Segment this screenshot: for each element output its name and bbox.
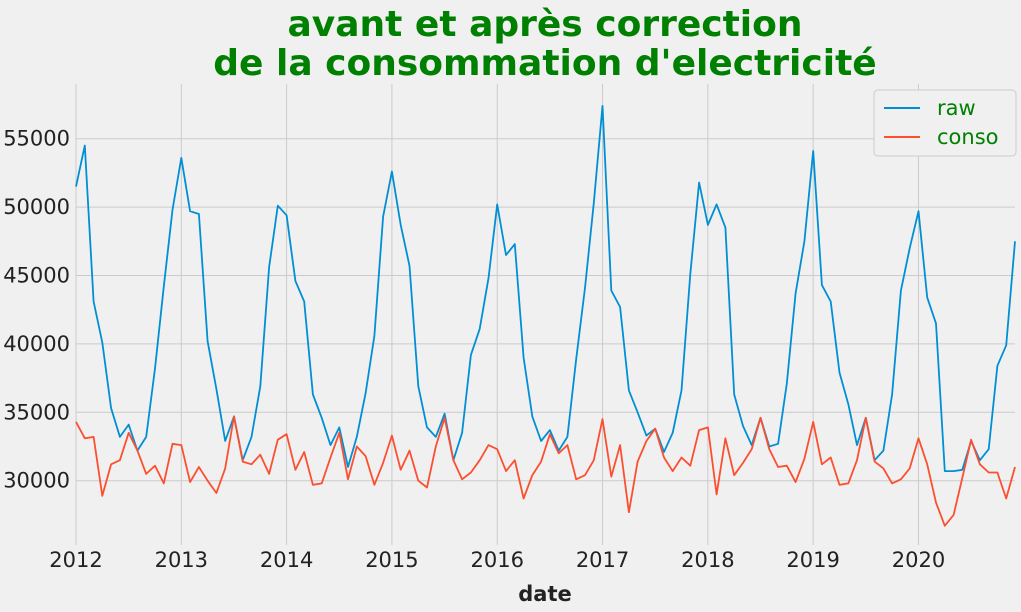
x-tick-label: 2017 (576, 548, 629, 572)
y-tick-label: 50000 (3, 195, 70, 219)
x-tick-label: 2015 (365, 548, 418, 572)
x-tick-label: 2016 (471, 548, 524, 572)
plot-lines (75, 105, 1016, 527)
x-axis-label: date (518, 582, 571, 606)
x-tick-label: 2019 (786, 548, 839, 572)
y-tick-label: 30000 (3, 469, 70, 493)
x-tick-label: 2013 (155, 548, 208, 572)
y-tick-label: 40000 (3, 332, 70, 356)
x-tick-label: 2012 (49, 548, 102, 572)
x-tick-label: 2014 (260, 548, 313, 572)
y-tick-label: 55000 (3, 127, 70, 151)
grid (75, 84, 1015, 545)
chart-title-line-1: avant et après correction (287, 4, 802, 45)
y-tick-label: 45000 (3, 264, 70, 288)
legend-box (873, 89, 1017, 157)
axis-ticks: 30000 35000 40000 45000 50000 55000 2012 2013 20… (3, 127, 945, 572)
series-line-conso (75, 415, 1016, 527)
x-tick-label: 2020 (892, 548, 945, 572)
chart-title-line-2: de la consommation d'electricité (213, 43, 876, 84)
legend: raw conso (873, 89, 1017, 157)
legend-label-raw: raw (937, 96, 976, 120)
legend-label-conso: conso (937, 125, 999, 149)
y-tick-label: 35000 (3, 400, 70, 424)
x-tick-label: 2018 (681, 548, 734, 572)
